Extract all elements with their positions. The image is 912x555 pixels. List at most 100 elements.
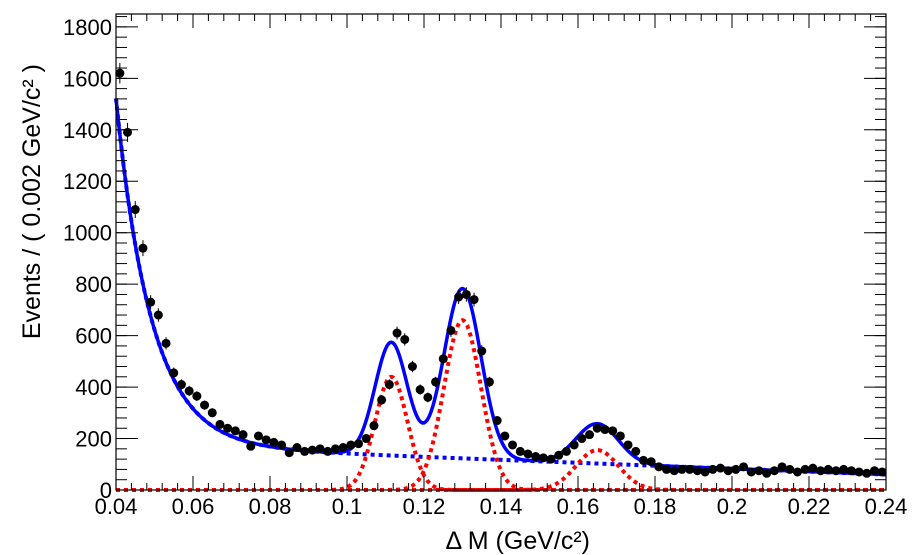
- x-tick-label: 0.2: [717, 494, 748, 519]
- data-point: [307, 445, 317, 455]
- data-point: [369, 421, 379, 431]
- data-point: [346, 440, 356, 450]
- data-point: [631, 446, 641, 456]
- data-point: [700, 467, 710, 477]
- data-point: [615, 431, 625, 441]
- data-point: [515, 446, 525, 456]
- data-point: [623, 440, 633, 450]
- y-tick-label: 1400: [63, 118, 112, 143]
- data-point: [723, 466, 733, 476]
- data-point: [215, 419, 225, 429]
- data-point: [377, 395, 387, 405]
- y-tick-label: 1000: [63, 221, 112, 246]
- data-point: [708, 464, 718, 474]
- x-tick-label: 0.16: [557, 494, 600, 519]
- data-point: [777, 462, 787, 472]
- data-point: [354, 439, 364, 449]
- x-tick-label: 0.04: [95, 494, 138, 519]
- data-point: [438, 354, 448, 364]
- data-point: [769, 466, 779, 476]
- x-axis: 0.04 0.06 0.08 0.1 0.12 0.14 0.16 0.18 0.2 0.22 0.…: [95, 14, 908, 519]
- y-tick-label: 1800: [63, 15, 112, 40]
- total-fit-curve: [114, 98, 887, 477]
- data-point: [323, 446, 333, 456]
- data-point: [261, 435, 271, 445]
- data-point: [785, 464, 795, 474]
- data-point: [192, 391, 202, 401]
- data-point: [223, 423, 233, 433]
- data-point: [669, 466, 679, 476]
- y-axis-title: Events / ( 0.002 GeV/c² ): [18, 64, 46, 339]
- data-point: [492, 416, 502, 426]
- x-tick-label: 0.1: [332, 494, 363, 519]
- data-point: [654, 462, 664, 472]
- data-point: [161, 338, 171, 348]
- data-point: [246, 441, 256, 451]
- data-point: [207, 408, 217, 418]
- data-point: [792, 467, 802, 477]
- data-point: [869, 466, 879, 476]
- data-point: [330, 444, 340, 454]
- data-point: [808, 463, 818, 473]
- data-point: [585, 430, 595, 440]
- y-tick-label: 600: [75, 324, 112, 349]
- data-point: [846, 466, 856, 476]
- data-point: [423, 392, 433, 402]
- y-tick-label: 1200: [63, 169, 112, 194]
- signal-curve: [116, 318, 886, 492]
- x-tick-label: 0.18: [634, 494, 677, 519]
- data-point: [300, 446, 310, 456]
- data-point: [685, 464, 695, 474]
- data-point: [854, 467, 864, 477]
- data-point: [184, 386, 194, 396]
- data-point: [415, 385, 425, 395]
- data-point: [269, 437, 279, 447]
- data-point: [315, 444, 325, 454]
- data-point: [877, 467, 887, 477]
- data-point: [531, 452, 541, 462]
- data-point: [592, 423, 602, 433]
- data-point: [361, 434, 371, 444]
- data-point: [739, 462, 749, 472]
- data-point: [646, 457, 656, 467]
- data-point: [677, 464, 687, 474]
- x-tick-label: 0.24: [865, 494, 908, 519]
- data-point: [138, 243, 148, 253]
- data-point: [600, 425, 610, 435]
- signal-fit-curves: [116, 318, 886, 492]
- x-tick-label: 0.12: [403, 494, 446, 519]
- data-point: [746, 467, 756, 477]
- data-point: [169, 368, 179, 378]
- data-point: [662, 464, 672, 474]
- x-tick-label: 0.22: [788, 494, 831, 519]
- data-point: [523, 449, 533, 459]
- data-point: [392, 328, 402, 338]
- data-point: [153, 310, 163, 320]
- data-point: [561, 446, 571, 456]
- y-tick-label: 1600: [63, 66, 112, 91]
- data-point: [500, 431, 510, 441]
- background-fit-curve: [114, 98, 887, 477]
- data-point: [731, 464, 741, 474]
- y-tick-label: 0: [100, 478, 112, 503]
- data-point: [823, 464, 833, 474]
- data-point: [384, 380, 394, 390]
- data-point: [431, 377, 441, 387]
- data-point: [176, 380, 186, 390]
- data-point: [638, 455, 648, 465]
- x-tick-label: 0.06: [172, 494, 215, 519]
- y-tick-label: 800: [75, 272, 112, 297]
- data-point: [200, 400, 210, 410]
- data-point: [831, 466, 841, 476]
- data-point: [546, 454, 556, 464]
- data-point: [554, 450, 564, 460]
- data-point: [816, 466, 826, 476]
- y-axis: 0 200 400 600 800 1000 1200 1400 1600 1800: [63, 15, 886, 503]
- data-point: [284, 448, 294, 458]
- data-point: [454, 292, 464, 302]
- x-axis-title: Δ M (GeV/c²): [446, 527, 590, 555]
- data-point: [484, 377, 494, 387]
- data-point: [400, 334, 410, 344]
- data-point: [754, 466, 764, 476]
